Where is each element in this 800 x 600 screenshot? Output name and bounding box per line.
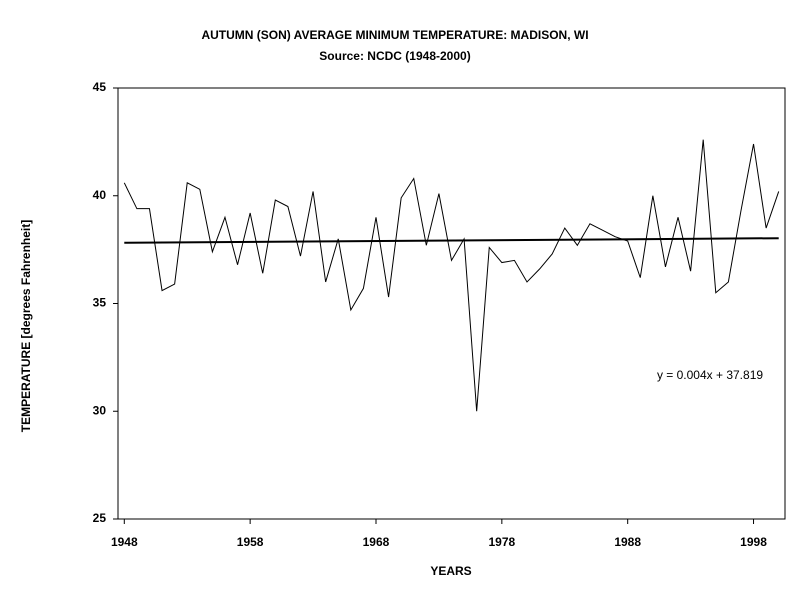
chart-title: AUTUMN (SON) AVERAGE MINIMUM TEMPERATURE…	[201, 28, 588, 42]
y-tick-label: 45	[93, 80, 107, 94]
trend-equation: y = 0.004x + 37.819	[657, 368, 763, 382]
y-tick-label: 25	[93, 511, 107, 525]
y-tick-label: 30	[93, 403, 107, 417]
x-tick-label: 1948	[111, 535, 138, 549]
x-tick-label: 1968	[363, 535, 390, 549]
x-tick-label: 1958	[237, 535, 264, 549]
trend-line	[124, 237, 779, 244]
x-tick-label: 1998	[740, 535, 767, 549]
data-line	[123, 139, 780, 412]
x-axis-label: YEARS	[430, 564, 471, 578]
x-tick-label: 1978	[488, 535, 515, 549]
y-tick-label: 40	[93, 188, 107, 202]
y-tick-label: 35	[93, 296, 107, 310]
y-axis-label: TEMPERATURE [degrees Fahrenheit]	[19, 220, 33, 432]
x-tick-label: 1988	[614, 535, 641, 549]
chart-subtitle: Source: NCDC (1948-2000)	[319, 49, 470, 63]
